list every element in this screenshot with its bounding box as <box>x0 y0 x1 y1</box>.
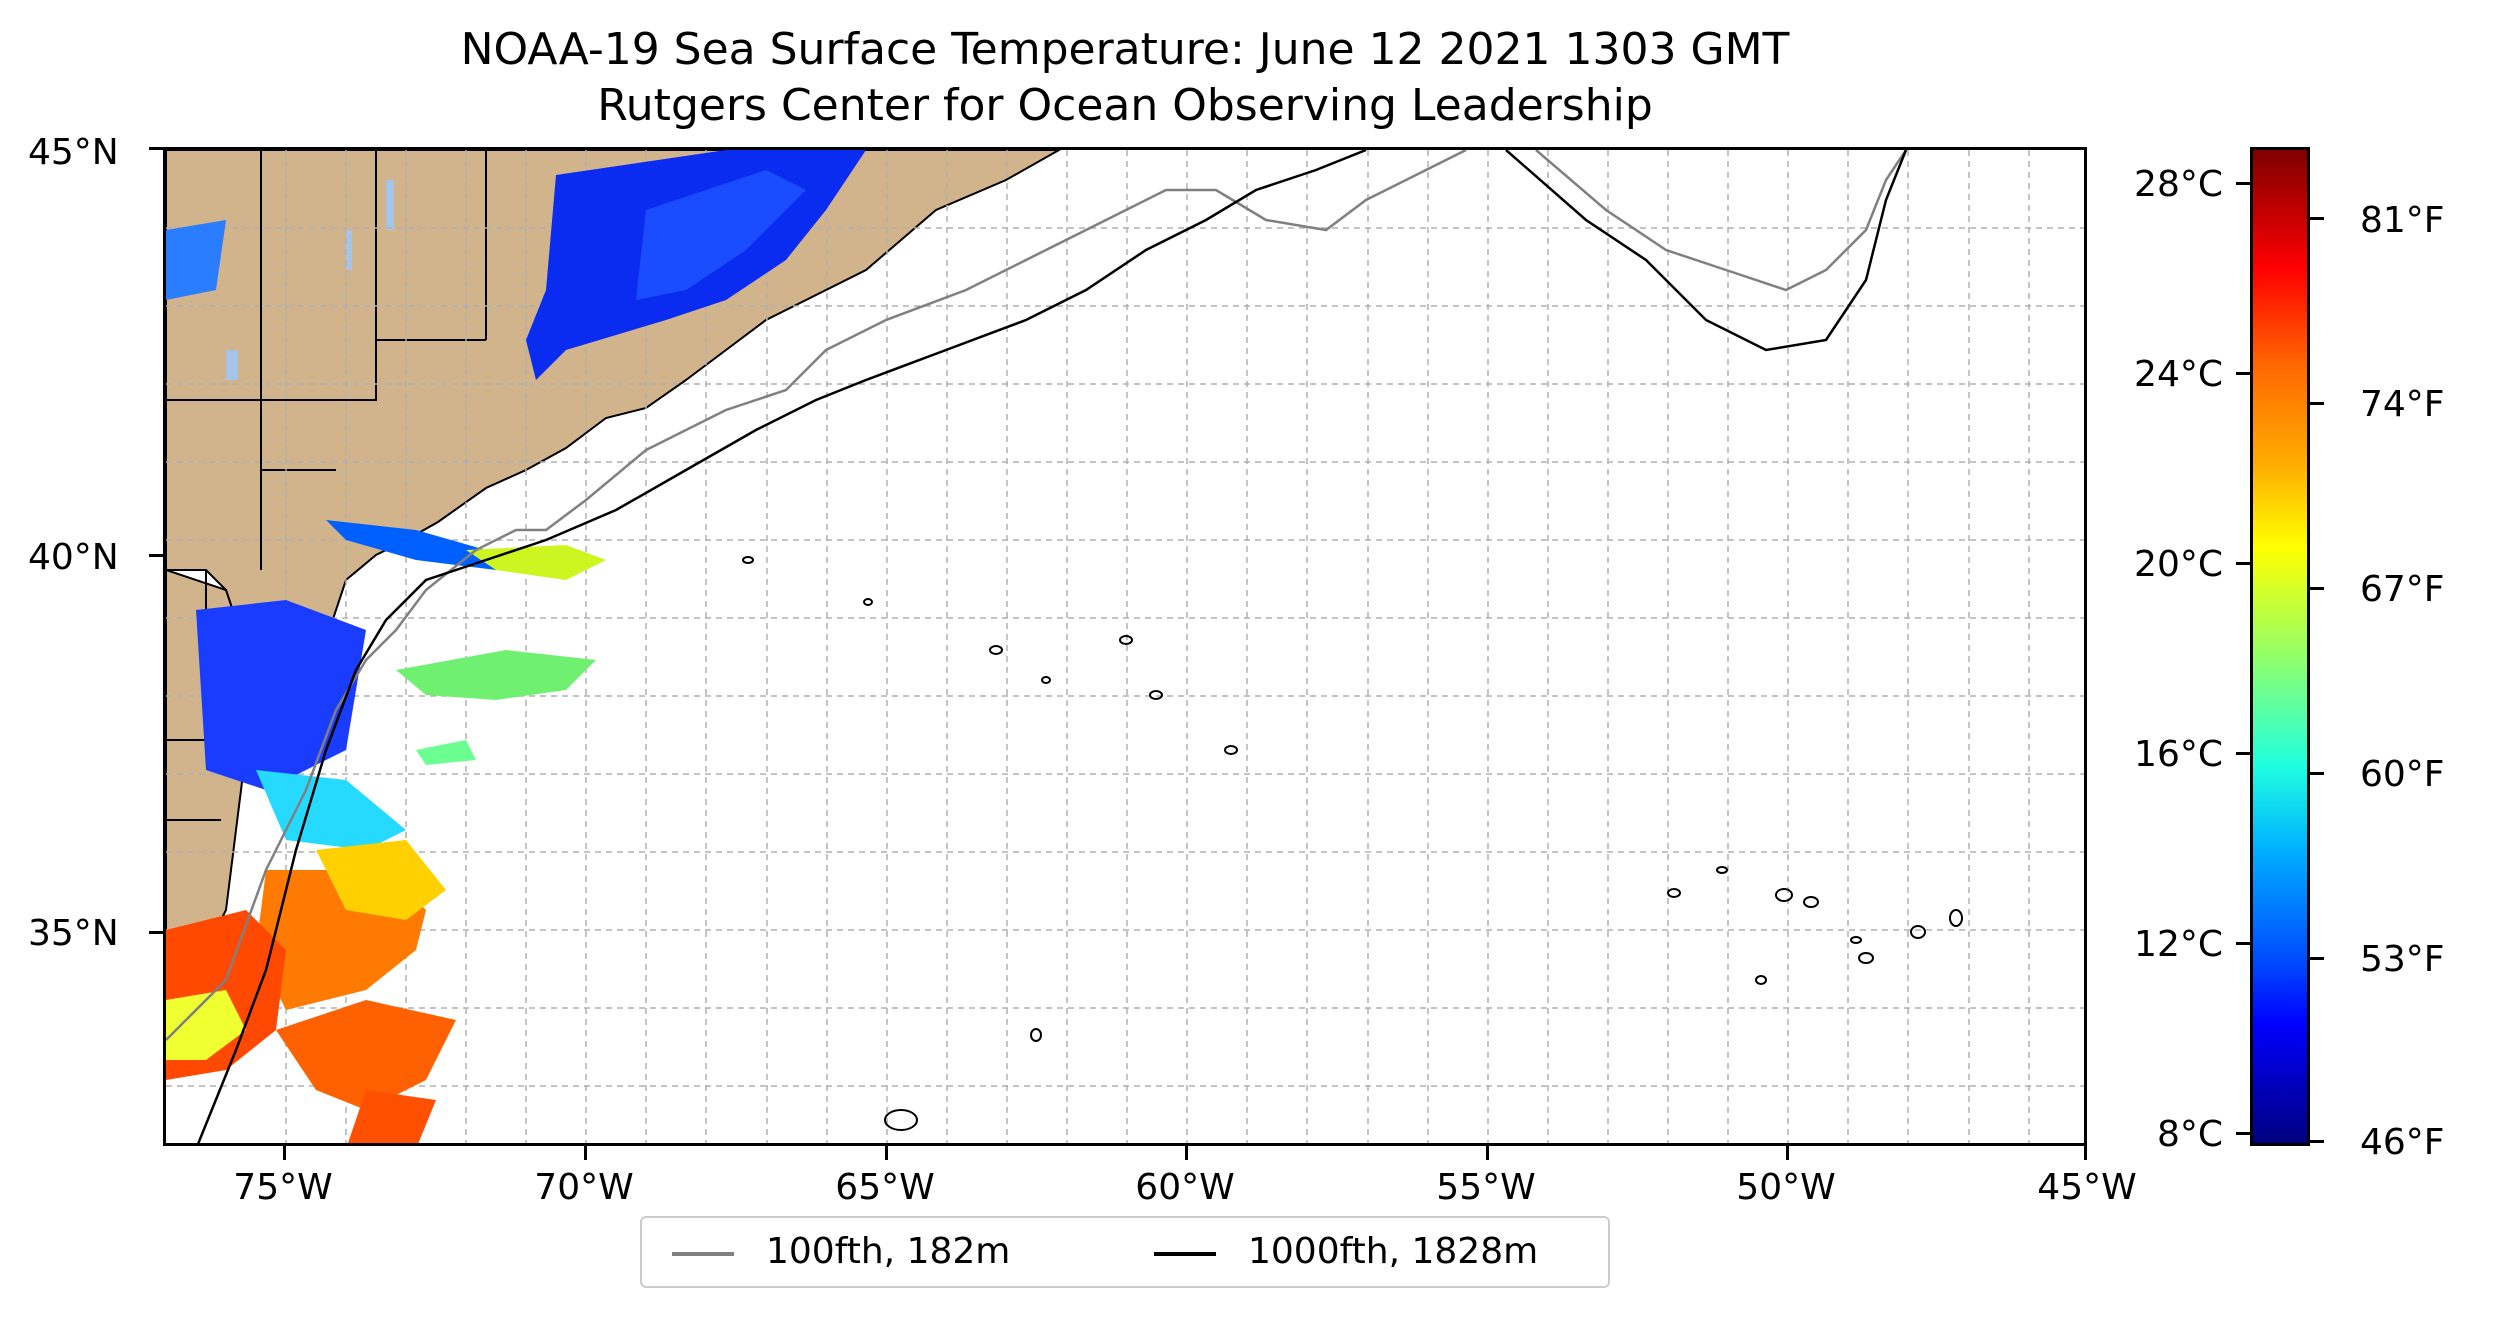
x-tick-75w <box>283 1146 286 1160</box>
colorbar-label-74f: 74°F <box>2360 384 2445 425</box>
colorbar-tick-20c <box>2236 562 2250 565</box>
map-legend: 100fth, 182m 1000fth, 1828m <box>640 1216 1610 1288</box>
colorbar-tick-24c <box>2236 372 2250 375</box>
colorbar-label-60f: 60°F <box>2360 754 2445 795</box>
isobath-100fth-north <box>1535 150 1908 292</box>
y-tick-40n <box>149 554 163 557</box>
colorbar-label-12c: 12°C <box>2134 924 2223 965</box>
colorbar-label-67f: 67°F <box>2360 569 2445 610</box>
lat-lon-grid <box>166 150 2084 1143</box>
colorbar-tick-28c <box>2236 182 2250 185</box>
seamounts <box>742 556 1963 1131</box>
map-title: NOAA-19 Sea Surface Temperature: June 12… <box>460 24 1790 75</box>
colorbar-label-20c: 20°C <box>2134 544 2223 585</box>
x-tick-label-60w: 60°W <box>1135 1167 1235 1208</box>
x-tick-45w <box>2084 1146 2087 1160</box>
colorbar-label-16c: 16°C <box>2134 734 2223 775</box>
colorbar-label-81f: 81°F <box>2360 200 2445 241</box>
legend-label-100fth: 100fth, 182m <box>766 1231 1011 1272</box>
colorbar-tick-67f <box>2310 587 2324 590</box>
colorbar-label-53f: 53°F <box>2360 939 2445 980</box>
x-tick-label-75w: 75°W <box>233 1167 333 1208</box>
colorbar-tick-74f <box>2310 402 2324 405</box>
isobath-1000fth <box>197 150 1367 1143</box>
colorbar-label-8c: 8°C <box>2156 1114 2223 1155</box>
colorbar-label-46f: 46°F <box>2360 1122 2445 1163</box>
x-tick-label-50w: 50°W <box>1736 1167 1836 1208</box>
map-subtitle: Rutgers Center for Ocean Observing Leade… <box>597 80 1653 131</box>
x-tick-65w <box>885 1146 888 1160</box>
colorbar-tick-16c <box>2236 752 2250 755</box>
x-tick-55w <box>1486 1146 1489 1160</box>
colorbar-tick-12c <box>2236 942 2250 945</box>
colorbar-tick-60f <box>2310 772 2324 775</box>
temperature-colorbar <box>2250 147 2310 1146</box>
x-tick-70w <box>584 1146 587 1160</box>
x-tick-50w <box>1786 1146 1789 1160</box>
x-tick-60w <box>1185 1146 1188 1160</box>
sst-map <box>163 147 2087 1146</box>
y-tick-label-40n: 40°N <box>28 537 119 578</box>
x-tick-label-70w: 70°W <box>534 1167 634 1208</box>
y-tick-label-45n: 45°N <box>28 132 119 173</box>
x-tick-label-55w: 55°W <box>1436 1167 1536 1208</box>
colorbar-tick-8c <box>2236 1132 2250 1135</box>
colorbar-label-24c: 24°C <box>2134 354 2223 395</box>
colorbar-tick-81f <box>2310 217 2324 220</box>
y-tick-35n <box>149 931 163 934</box>
lakes <box>226 180 394 380</box>
x-tick-label-65w: 65°W <box>835 1167 935 1208</box>
isobath-1000fth-north <box>1505 150 1908 352</box>
legend-swatch-100fth <box>672 1252 734 1256</box>
legend-label-1000fth: 1000fth, 1828m <box>1248 1231 1539 1272</box>
colorbar-label-28c: 28°C <box>2134 164 2223 205</box>
x-tick-label-45w: 45°W <box>2037 1167 2137 1208</box>
colorbar-tick-53f <box>2310 957 2324 960</box>
legend-swatch-1000fth <box>1154 1252 1216 1256</box>
sst-data <box>166 150 866 1143</box>
colorbar-tick-46f <box>2310 1140 2324 1143</box>
y-tick-45n <box>149 147 163 150</box>
y-tick-label-35n: 35°N <box>28 913 119 954</box>
sst-map-canvas <box>166 150 2084 1143</box>
